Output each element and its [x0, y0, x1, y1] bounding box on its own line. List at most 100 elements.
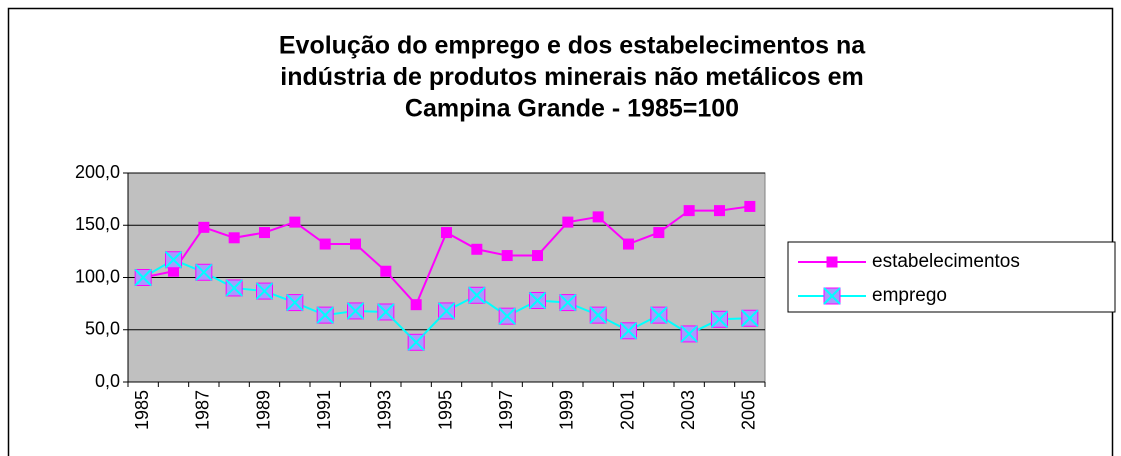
marker — [441, 227, 452, 239]
marker-cross — [650, 306, 668, 324]
marker-cross — [286, 293, 304, 312]
y-tick-label: 50,0 — [85, 319, 120, 339]
marker — [683, 205, 695, 217]
marker-shape — [380, 265, 392, 277]
marker — [225, 279, 243, 297]
marker-cross — [407, 333, 425, 351]
marker-shape — [592, 211, 604, 223]
x-tick-label: 2005 — [739, 390, 759, 430]
marker — [134, 268, 152, 287]
marker-cross — [255, 282, 274, 300]
marker — [653, 227, 665, 239]
marker-cross — [164, 251, 183, 269]
title-line: indústria de produtos minerais não metál… — [280, 63, 863, 91]
marker-cross — [225, 279, 243, 297]
marker — [471, 243, 483, 255]
marker-cross — [377, 303, 395, 321]
marker — [592, 211, 604, 223]
marker — [198, 221, 210, 233]
marker — [316, 306, 334, 324]
marker — [562, 216, 574, 228]
y-tick-label: 150,0 — [75, 214, 120, 234]
marker — [319, 238, 331, 250]
marker — [714, 205, 725, 217]
marker-shape — [744, 200, 756, 212]
marker — [826, 256, 838, 268]
marker-shape — [826, 256, 838, 268]
marker-shape — [532, 250, 543, 262]
x-tick-label: 2003 — [678, 390, 698, 430]
marker-cross — [710, 310, 729, 329]
legend-label: estabelecimentos — [872, 251, 1020, 272]
marker-shape — [410, 299, 422, 311]
marker-shape — [289, 216, 301, 228]
marker-shape — [198, 221, 210, 233]
marker — [498, 307, 516, 325]
x-tick-label: 1989 — [253, 390, 273, 430]
marker-shape — [623, 238, 634, 250]
marker — [528, 291, 547, 310]
marker — [532, 250, 543, 262]
marker-shape — [319, 238, 331, 250]
marker-cross — [437, 302, 456, 320]
marker — [741, 309, 759, 327]
x-tick-label: 1995 — [435, 390, 455, 430]
marker — [380, 265, 392, 277]
marker-shape — [501, 250, 513, 262]
marker-cross — [680, 325, 698, 343]
marker-cross — [741, 309, 759, 327]
marker-cross — [619, 322, 638, 340]
marker — [744, 200, 756, 212]
marker-cross — [559, 293, 577, 312]
marker-shape — [259, 227, 270, 239]
marker — [377, 303, 395, 321]
x-tick-label: 1997 — [496, 390, 516, 430]
marker-shape — [562, 216, 574, 228]
y-tick-label: 0,0 — [95, 371, 120, 391]
marker — [164, 251, 183, 269]
marker — [823, 287, 841, 305]
marker — [589, 306, 607, 324]
marker — [259, 227, 270, 239]
marker — [559, 293, 577, 312]
marker-shape — [471, 243, 483, 255]
marker-shape — [228, 232, 240, 244]
marker — [623, 238, 634, 250]
marker — [407, 333, 425, 351]
y-tick-label: 200,0 — [75, 162, 120, 182]
marker-cross — [589, 306, 607, 324]
marker-shape — [714, 205, 725, 217]
x-tick-label: 1999 — [557, 390, 577, 430]
marker — [410, 299, 422, 311]
marker — [437, 302, 456, 320]
marker — [619, 322, 638, 340]
marker-shape — [683, 205, 695, 217]
marker — [289, 216, 301, 228]
marker — [346, 302, 365, 320]
marker — [501, 250, 513, 262]
marker-cross — [195, 263, 213, 281]
x-tick-label: 2001 — [617, 390, 637, 430]
title-line: Campina Grande - 1985=100 — [405, 95, 739, 123]
marker-cross — [468, 286, 486, 304]
marker — [228, 232, 240, 244]
marker-cross — [528, 291, 547, 310]
marker-shape — [441, 227, 452, 239]
x-tick-label: 1991 — [314, 390, 334, 430]
x-tick-label: 1993 — [375, 390, 395, 430]
chart-title: Evolução do emprego e dos estabeleciment… — [279, 32, 866, 123]
marker-shape — [350, 238, 361, 250]
title-line: Evolução do emprego e dos estabeleciment… — [279, 32, 866, 60]
marker — [468, 286, 486, 304]
legend-label: emprego — [872, 285, 947, 306]
marker-cross — [498, 307, 516, 325]
x-tick-label: 1985 — [132, 390, 152, 430]
marker-cross — [316, 306, 334, 324]
marker — [350, 238, 361, 250]
marker — [255, 282, 274, 300]
marker — [650, 306, 668, 324]
marker-cross — [823, 287, 841, 305]
x-tick-label: 1987 — [193, 390, 213, 430]
